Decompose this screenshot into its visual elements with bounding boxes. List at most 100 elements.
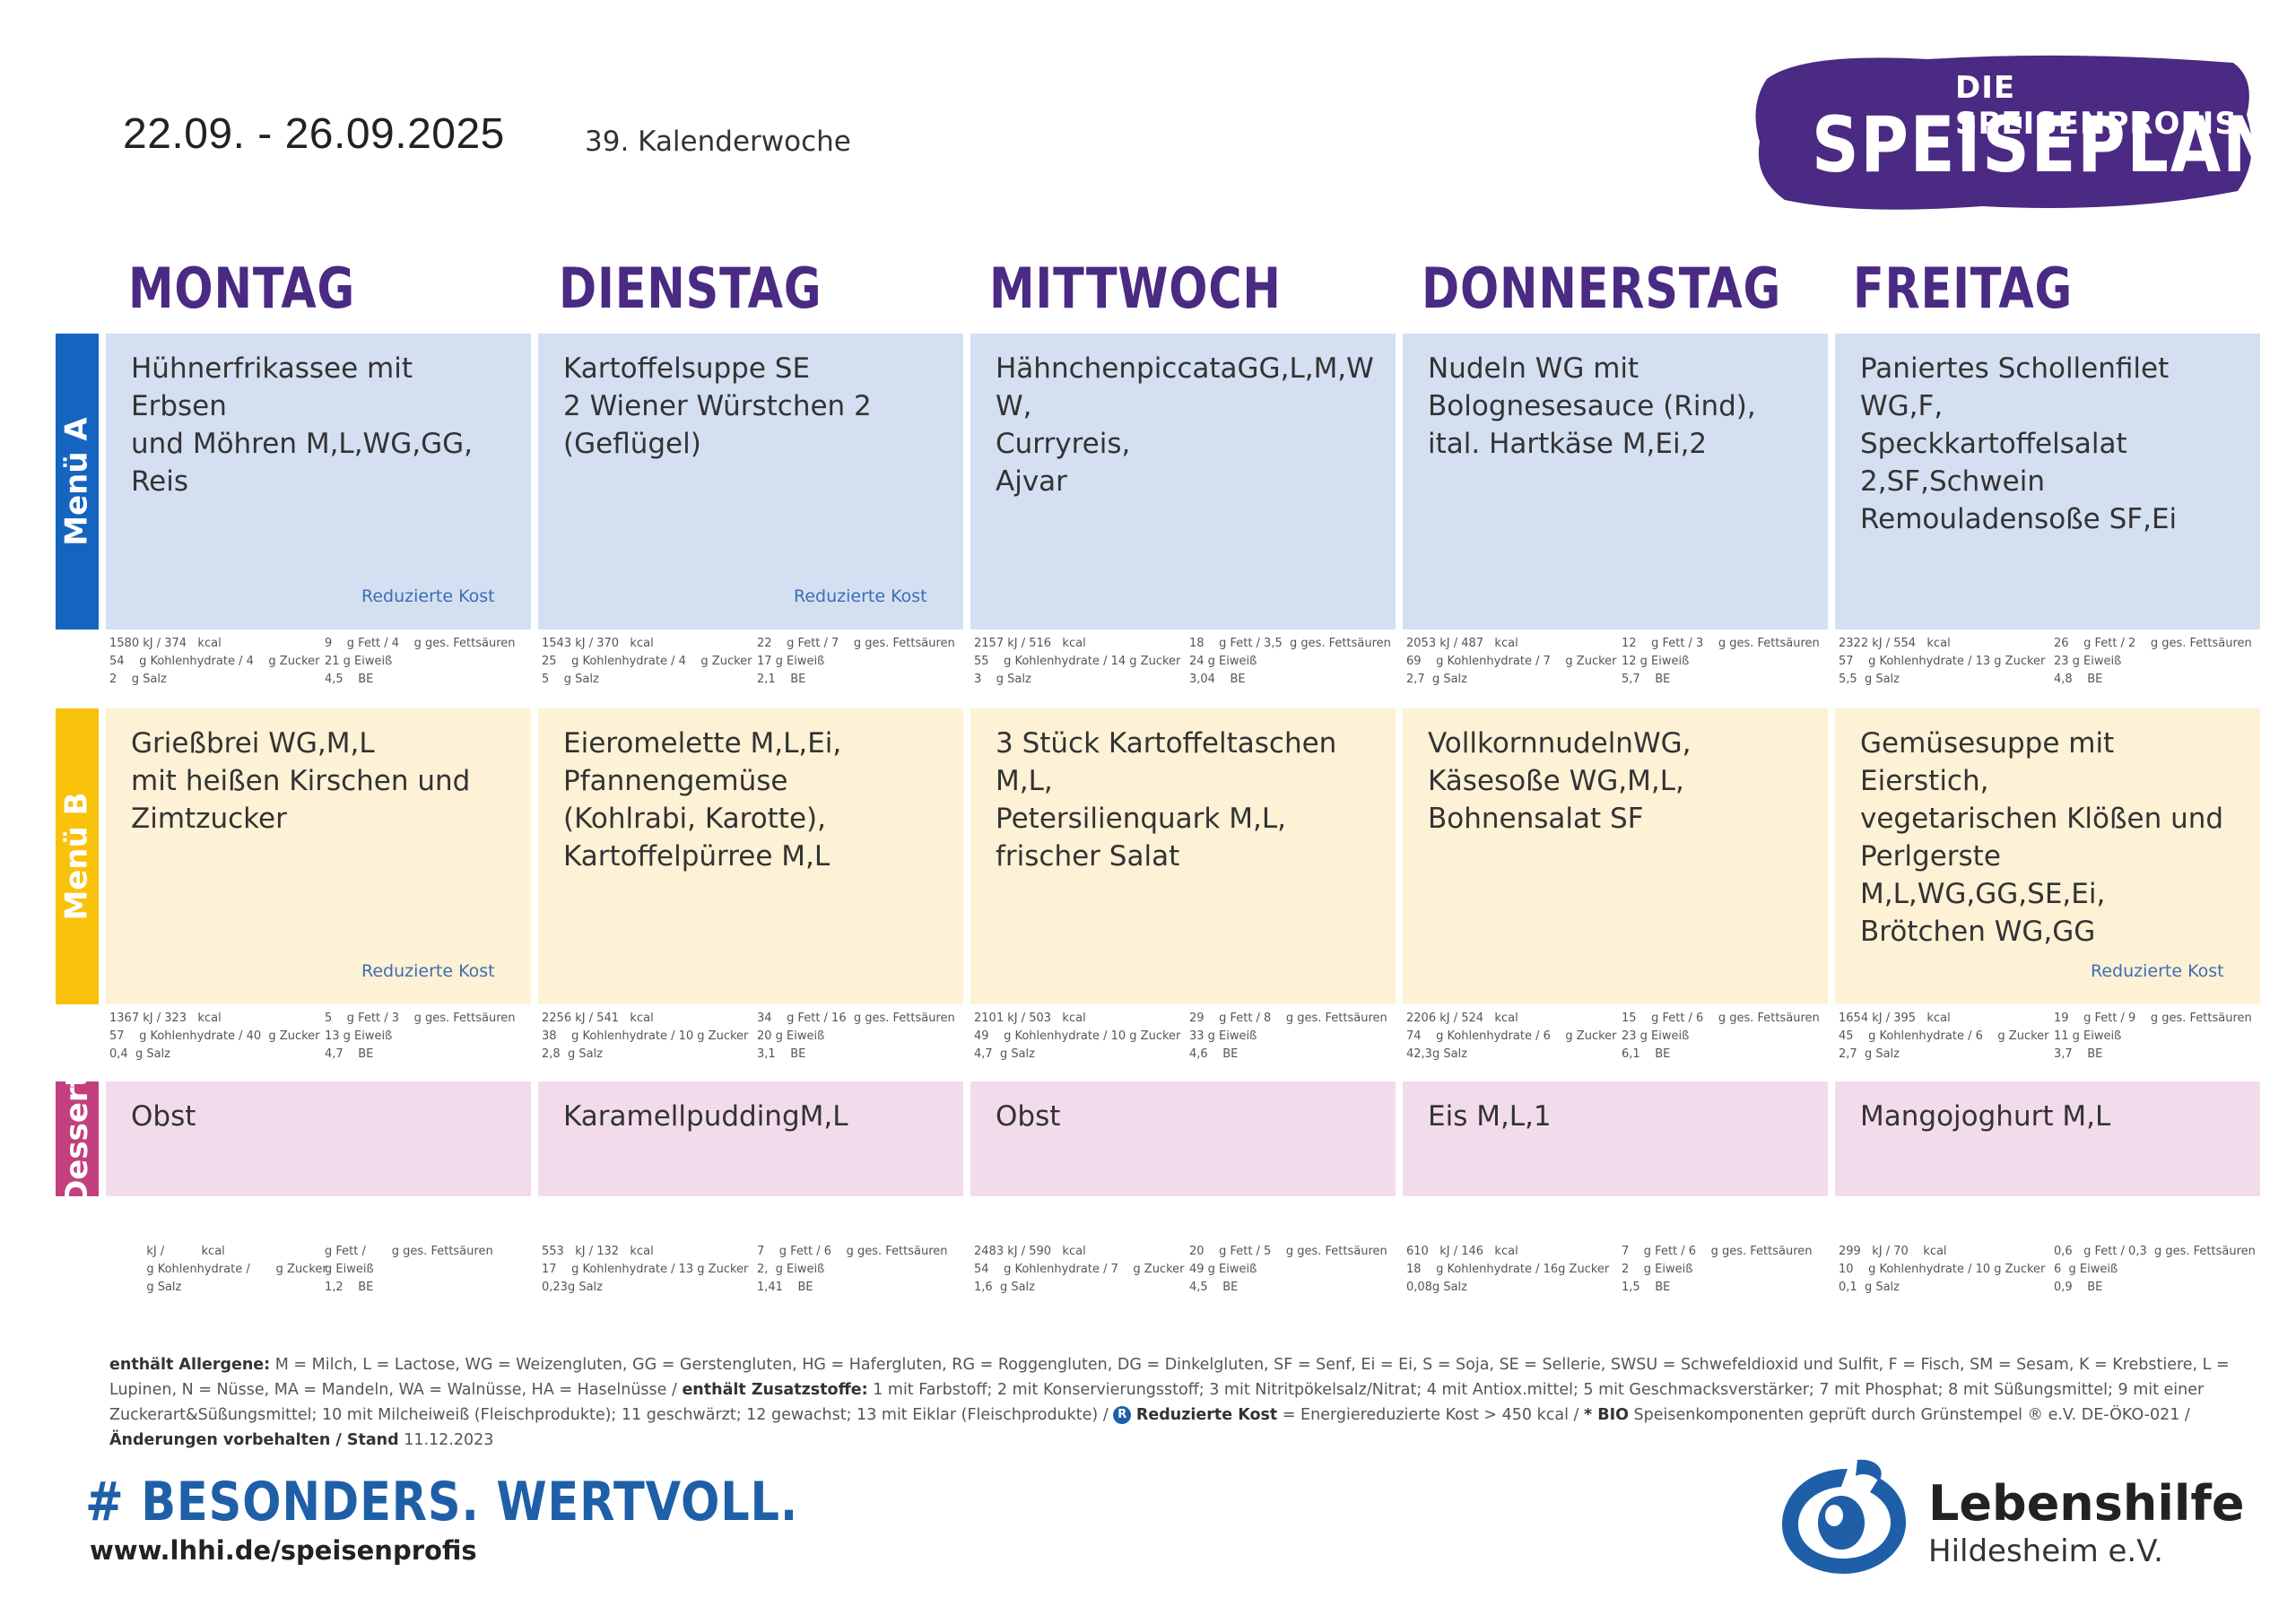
nutrition-info: 2053 kJ / 487 kcal 12 g Fett / 3 g ges. F… <box>1406 635 1831 692</box>
reduced-diet-label: Reduzierte Kost <box>361 961 495 981</box>
dish-description: Paniertes Schollenfilet WG,F, Speckkarto… <box>1860 352 2178 535</box>
nutrition-value: 1580 kJ / 374 kcal <box>109 637 222 650</box>
nutrition-value: 25 g Kohlenhydrate / 4 g Zucker <box>542 655 752 668</box>
nutrition-value: 7 g Fett / 6 g ges. Fettsäuren <box>1622 1245 1813 1258</box>
brand-subtitle: DIE SPEISENPROFIS <box>1955 70 2238 142</box>
day-header-friday: FREITAG <box>1853 256 2074 321</box>
nutrition-value: 2053 kJ / 487 kcal <box>1406 637 1518 650</box>
menu-a-cell-tuesday: Kartoffelsuppe SE 2 Wiener Würstchen 2 (… <box>538 334 963 630</box>
nutrition-value: 22 g Fett / 7 g ges. Fettsäuren <box>757 637 955 650</box>
nutrition-value: g Fett / g ges. Fettsäuren <box>325 1245 493 1258</box>
nutrition-value: 1,6 g Salz <box>974 1281 1035 1294</box>
row-label-text: Menü B <box>59 792 95 921</box>
nutrition-value: 17 g Kohlenhydrate / 13 g Zucker <box>542 1263 749 1276</box>
nutrition-value: 6 g Eiweiß <box>2054 1263 2118 1276</box>
nutrition-info: 2206 kJ / 524 kcal 15 g Fett / 6 g ges. F… <box>1406 1010 1831 1067</box>
row-label-text: Menü A <box>59 417 95 546</box>
nutrition-value: 3,04 BE <box>1189 673 1246 686</box>
nutrition-value: 10 g Kohlenhydrate / 10 g Zucker <box>1839 1263 2046 1276</box>
nutrition-value: 11 g Eiweiß <box>2054 1029 2122 1043</box>
dessert-cell-thursday: Eis M,L,1 <box>1403 1081 1828 1196</box>
nutrition-value: 17 g Eiweiß <box>757 655 825 668</box>
menu-a-cell-monday: Hühnerfrikassee mit Erbsen und Möhren M,… <box>106 334 531 630</box>
dish-description: KaramellpuddingM,L <box>563 1100 848 1133</box>
nutrition-value: 34 g Fett / 16 g ges. Fettsäuren <box>757 1012 955 1025</box>
nutrition-value: 2,7 g Salz <box>1839 1047 1900 1061</box>
nutrition-value: 54 g Kohlenhydrate / 4 g Zucker <box>109 655 320 668</box>
nutrition-value: 57 g Kohlenhydrate / 13 g Zucker <box>1839 655 2046 668</box>
reduced-badge-icon: R <box>1113 1406 1132 1424</box>
menu-a-cell-thursday: Nudeln WG mit Bolognesesauce (Rind), ita… <box>1403 334 1828 630</box>
nutrition-value: 2 g Salz <box>109 673 167 686</box>
nutrition-info: 610 kJ / 146 kcal 7 g Fett / 6 g ges. Fet… <box>1406 1243 1831 1300</box>
nutrition-value: 2256 kJ / 541 kcal <box>542 1012 654 1025</box>
nutrition-value: 1,41 BE <box>757 1281 813 1294</box>
nutrition-value: 5 g Fett / 3 g ges. Fettsäuren <box>325 1012 516 1025</box>
nutrition-value: kJ / kcal <box>109 1245 225 1258</box>
nutrition-value: 0,6 g Fett / 0,3 g ges. Fettsäuren <box>2054 1245 2256 1258</box>
menu-b-cell-friday: Gemüsesuppe mit Eierstich, vegetarischen… <box>1835 708 2260 1004</box>
nutrition-value: 3,7 BE <box>2054 1047 2103 1061</box>
nutrition-value: 4,5 BE <box>1189 1281 1239 1294</box>
dish-description: Eis M,L,1 <box>1428 1100 1552 1133</box>
dish-description: Obst <box>131 1100 196 1133</box>
date-range: 22.09. - 26.09.2025 <box>123 110 505 158</box>
reduced-diet-label: Reduzierte Kost <box>794 586 927 606</box>
nutrition-info: 2157 kJ / 516 kcal 18 g Fett / 3,5 g ges.… <box>974 635 1399 692</box>
nutrition-value: 74 g Kohlenhydrate / 6 g Zucker <box>1406 1029 1617 1043</box>
nutrition-value: 12 g Fett / 3 g ges. Fettsäuren <box>1622 637 1820 650</box>
dish-description: Nudeln WG mit Bolognesesauce (Rind), ita… <box>1428 352 1756 460</box>
nutrition-value: 33 g Eiweiß <box>1189 1029 1257 1043</box>
nutrition-info: 299 kJ / 70 kcal 0,6 g Fett / 0,3 g ges. … <box>1839 1243 2264 1300</box>
nutrition-value: 13 g Eiweiß <box>325 1029 393 1043</box>
nutrition-info: 1367 kJ / 323 kcal 5 g Fett / 3 g ges. Fe… <box>109 1010 535 1067</box>
nutrition-value: 57 g Kohlenhydrate / 40 g Zucker <box>109 1029 320 1043</box>
dish-description: Obst <box>996 1100 1061 1133</box>
nutrition-value: 2, g Eiweiß <box>757 1263 825 1276</box>
nutrition-value: 19 g Fett / 9 g ges. Fettsäuren <box>2054 1012 2252 1025</box>
brand-title: SPEISEPLAN <box>1812 100 2279 190</box>
calendar-week: 39. Kalenderwoche <box>585 126 851 158</box>
dish-description: Gemüsesuppe mit Eierstich, vegetarischen… <box>1860 727 2224 948</box>
day-header-tuesday: DIENSTAG <box>559 256 822 321</box>
menu-b-cell-thursday: VollkornnudelnWG, Käsesoße WG,M,L, Bohne… <box>1403 708 1828 1004</box>
dish-description: Eieromelette M,L,Ei, Pfannengemüse (Kohl… <box>563 727 842 873</box>
nutrition-value: 69 g Kohlenhydrate / 7 g Zucker <box>1406 655 1617 668</box>
dish-description: Kartoffelsuppe SE 2 Wiener Würstchen 2 (… <box>563 352 872 460</box>
lebenshilfe-logo-icon <box>1782 1459 1906 1574</box>
dish-description: Grießbrei WG,M,L mit heißen Kirschen und… <box>131 727 471 835</box>
nutrition-value: 18 g Kohlenhydrate / 16g Zucker <box>1406 1263 1610 1276</box>
organization-name: Lebenshilfe <box>1928 1475 2245 1532</box>
nutrition-value: 24 g Eiweiß <box>1189 655 1257 668</box>
nutrition-value: 299 kJ / 70 kcal <box>1839 1245 1947 1258</box>
nutrition-info: kJ / kcal g Fett / g ges. Fettsäuren g Ko… <box>109 1243 535 1300</box>
hashtag-slogan: # BESONDERS. WERTVOLL. <box>85 1471 799 1533</box>
nutrition-value: 2206 kJ / 524 kcal <box>1406 1012 1518 1025</box>
nutrition-value: 49 g Kohlenhydrate / 10 g Zucker <box>974 1029 1181 1043</box>
day-header-thursday: DONNERSTAG <box>1422 256 1782 321</box>
nutrition-value: 15 g Fett / 6 g ges. Fettsäuren <box>1622 1012 1820 1025</box>
nutrition-value: 2 g Eiweiß <box>1622 1263 1693 1276</box>
nutrition-value: 45 g Kohlenhydrate / 6 g Zucker <box>1839 1029 2049 1043</box>
nutrition-value: 1,2 BE <box>325 1281 374 1294</box>
row-label-menu-a: Menü A <box>56 334 99 630</box>
nutrition-value: 5,7 BE <box>1622 673 1671 686</box>
menu-b-cell-monday: Grießbrei WG,M,L mit heißen Kirschen und… <box>106 708 531 1004</box>
row-label-menu-b: Menü B <box>56 708 99 1004</box>
nutrition-info: 2483 kJ / 590 kcal 20 g Fett / 5 g ges. F… <box>974 1243 1399 1300</box>
day-header-wednesday: MITTWOCH <box>989 256 1282 321</box>
row-label-text: Dessert <box>59 1073 95 1205</box>
nutrition-value: g Salz <box>109 1281 182 1294</box>
nutrition-value: 4,8 BE <box>2054 673 2103 686</box>
nutrition-value: 1,5 BE <box>1622 1281 1671 1294</box>
dessert-cell-wednesday: Obst <box>970 1081 1396 1196</box>
nutrition-value: 1367 kJ / 323 kcal <box>109 1012 222 1025</box>
dish-description: Mangojoghurt M,L <box>1860 1100 2111 1133</box>
website-link[interactable]: www.lhhi.de/speisenprofis <box>90 1535 477 1566</box>
reduced-diet-label: Reduzierte Kost <box>361 586 495 606</box>
nutrition-value: 4,5 BE <box>325 673 374 686</box>
nutrition-value: g Kohlenhydrate / g Zucker <box>109 1263 327 1276</box>
row-label-dessert: Dessert <box>56 1073 99 1205</box>
allergen-legend: enthält Allergene: M = Milch, L = Lactos… <box>109 1356 2230 1449</box>
nutrition-value: 6,1 BE <box>1622 1047 1671 1061</box>
